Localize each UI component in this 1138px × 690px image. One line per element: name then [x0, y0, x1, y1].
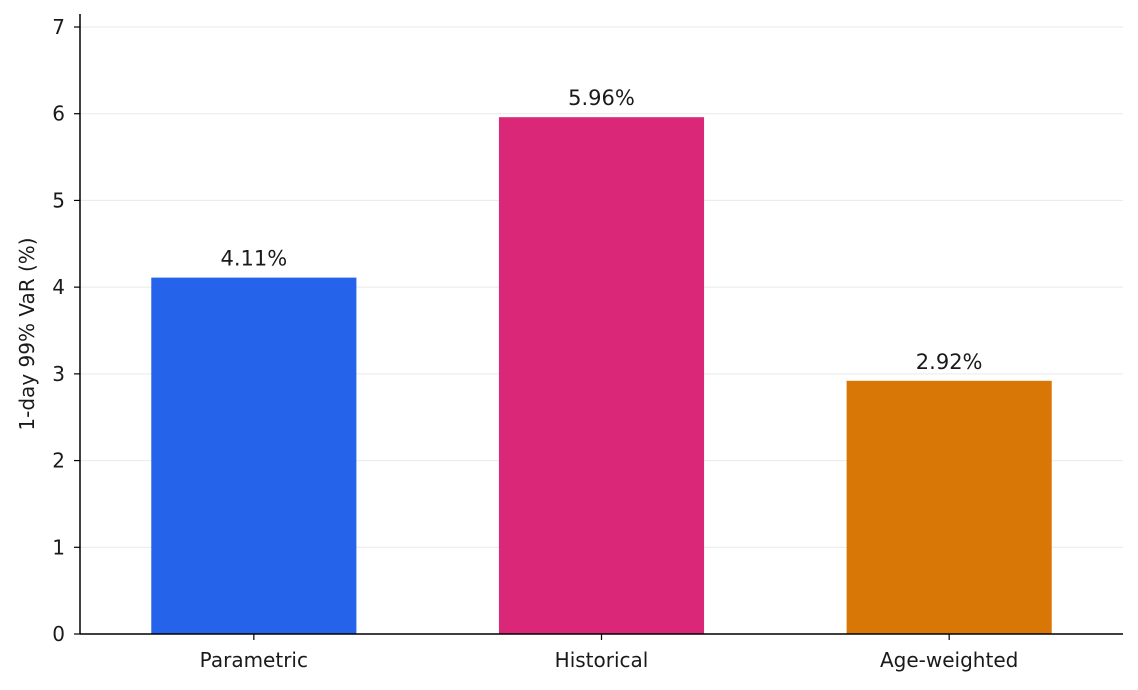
y-tick-label-0: 0	[52, 622, 65, 646]
bar-age-weighted	[846, 380, 1052, 634]
data-label-age-weighted: 2.92%	[916, 350, 983, 374]
y-tick-label-5: 5	[52, 188, 65, 212]
y-axis-label: 1-day 99% VaR (%)	[15, 237, 39, 430]
y-ticks: 0 1 2 3 4 5 6 7	[52, 15, 80, 646]
y-tick-label-2: 2	[52, 449, 65, 473]
x-tick-label-parametric: Parametric	[200, 648, 308, 672]
data-labels: 4.11% 5.96% 2.92%	[220, 86, 982, 374]
x-tick-label-age-weighted: Age-weighted	[880, 648, 1018, 672]
x-ticks: Parametric Historical Age-weighted	[200, 634, 1018, 672]
y-tick-label-7: 7	[52, 15, 65, 39]
y-tick-label-6: 6	[52, 102, 65, 126]
x-tick-label-historical: Historical	[555, 648, 649, 672]
y-tick-label-1: 1	[52, 535, 65, 559]
data-label-historical: 5.96%	[568, 86, 635, 110]
y-tick-label-4: 4	[52, 275, 65, 299]
bar-parametric	[151, 277, 357, 634]
bar-historical	[498, 117, 705, 634]
y-tick-label-3: 3	[52, 362, 65, 386]
bars	[151, 117, 1052, 634]
data-label-parametric: 4.11%	[220, 247, 287, 271]
